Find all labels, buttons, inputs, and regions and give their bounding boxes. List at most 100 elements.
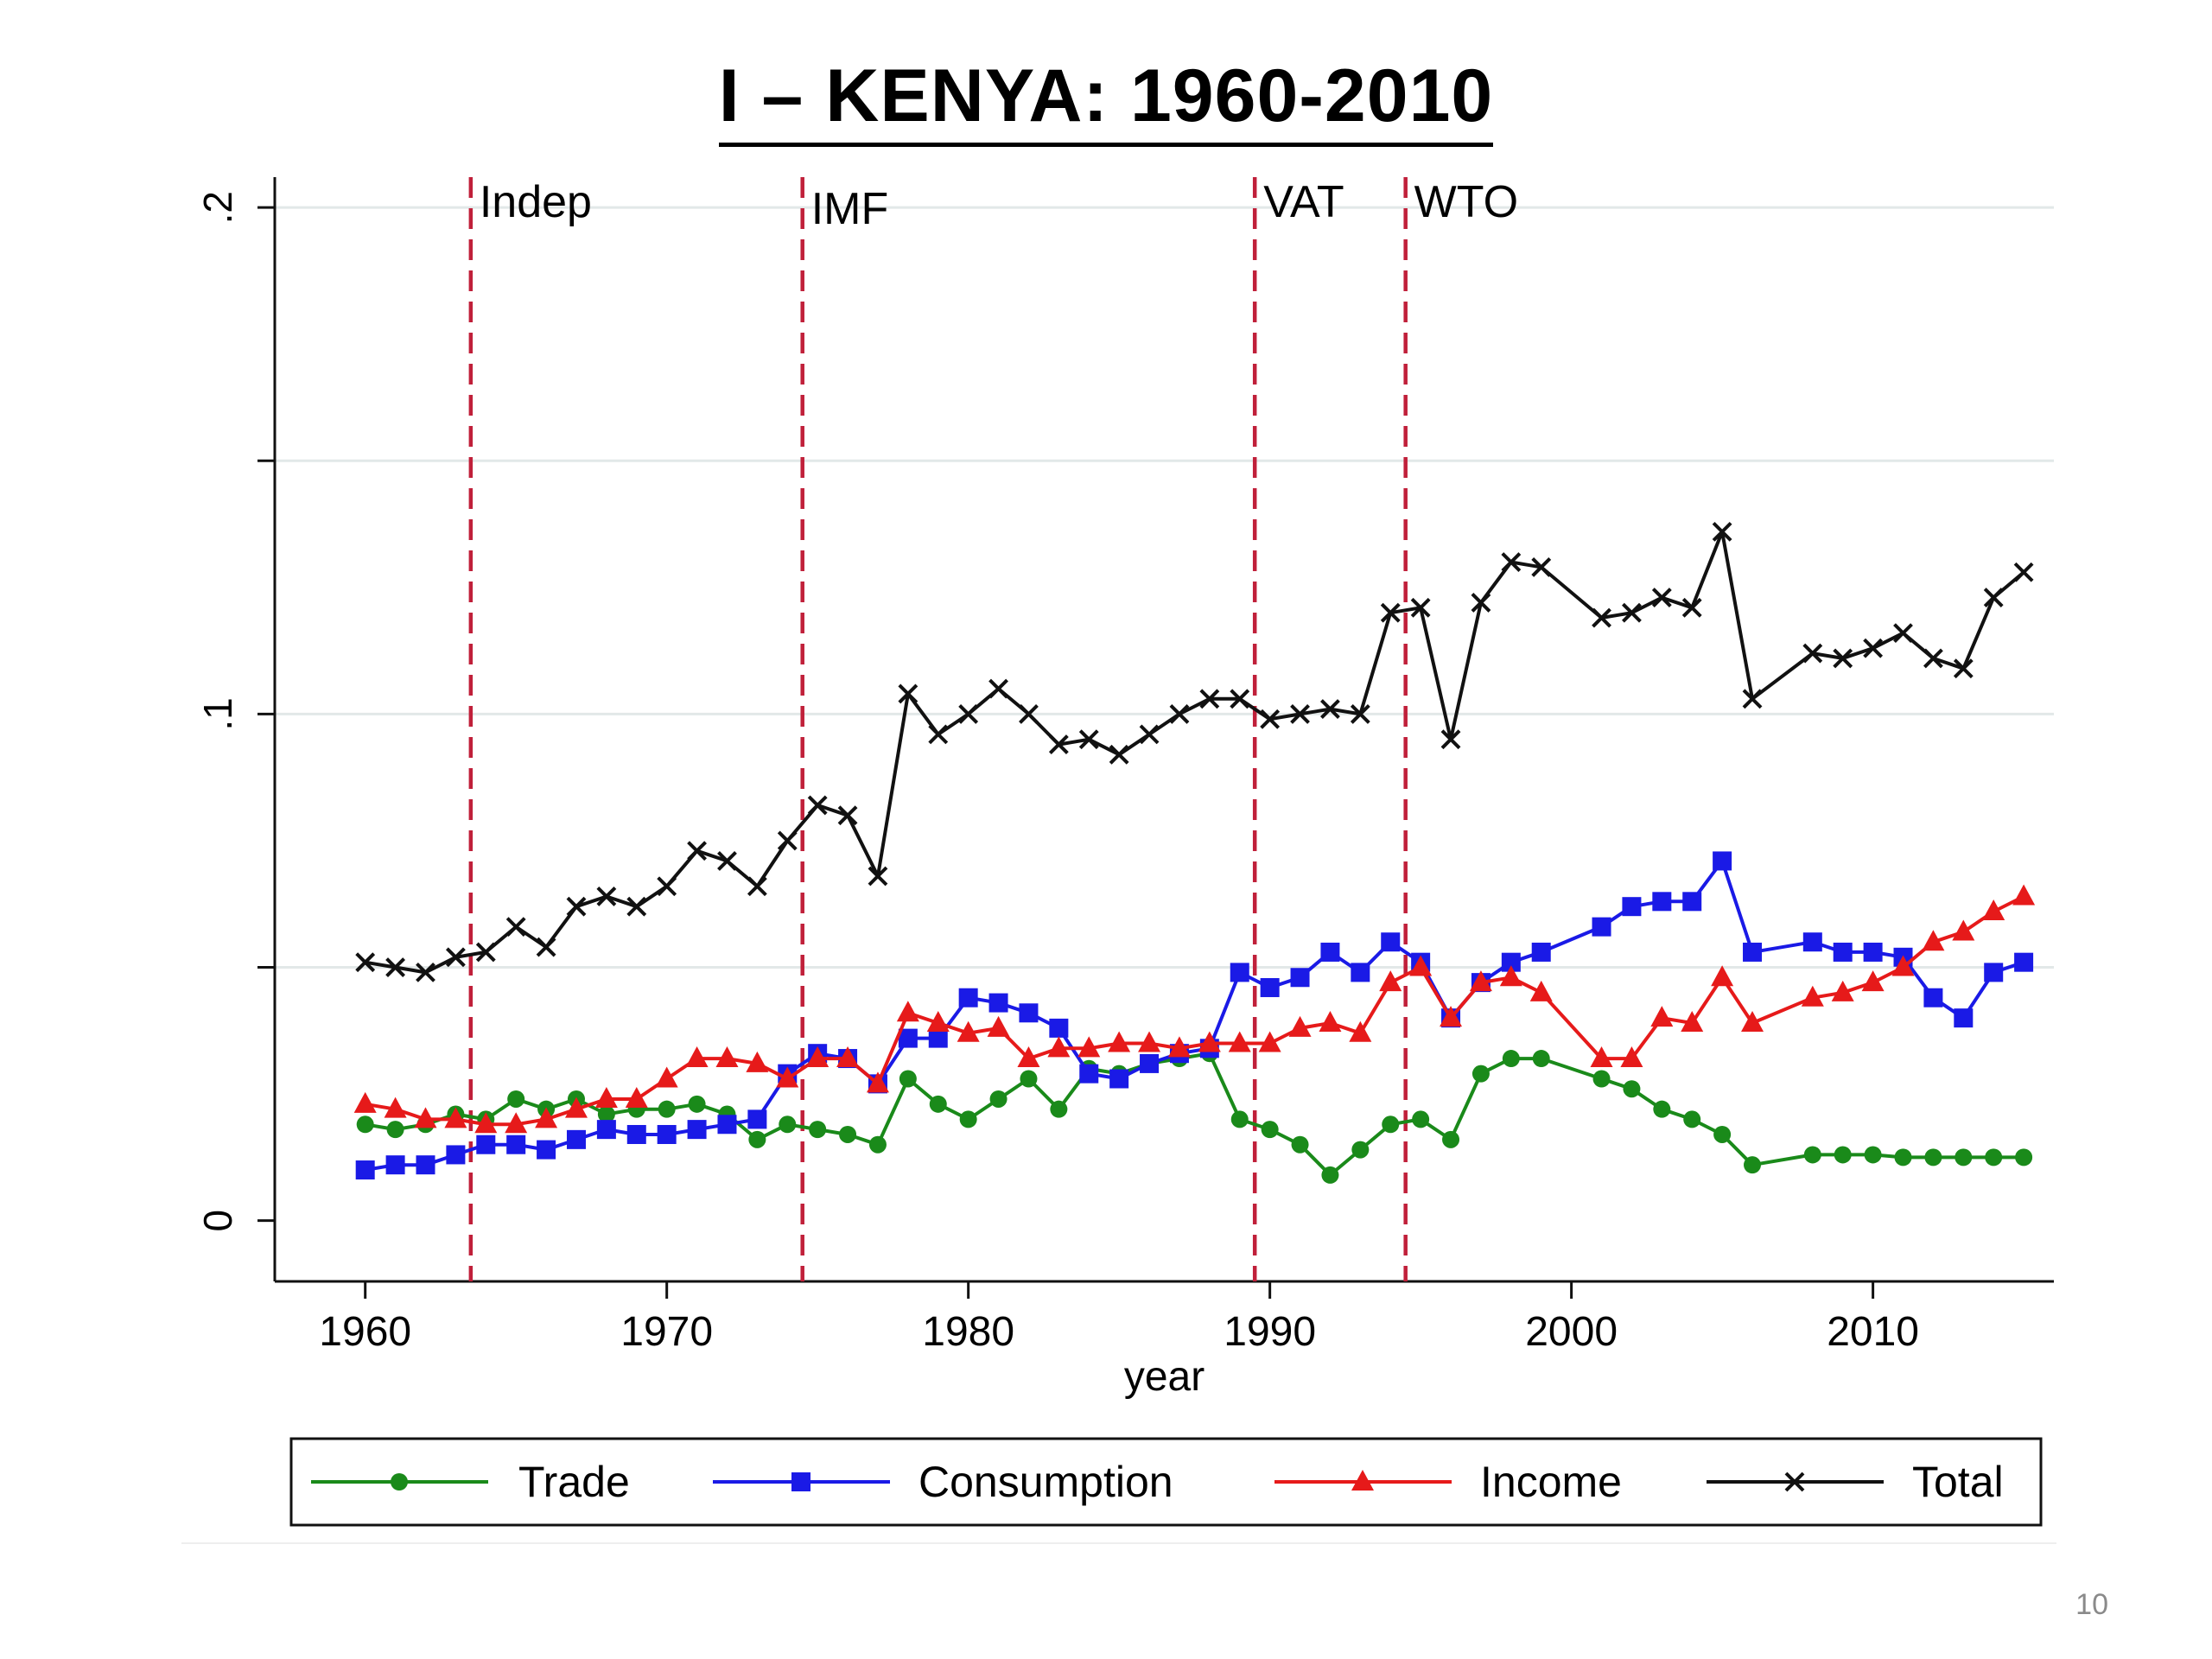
x-tick-label-5: 2010 (1827, 1309, 1919, 1355)
point-income-2008 (1801, 985, 1824, 1007)
point-income-1967 (564, 1096, 588, 1118)
point-total-1964 (475, 942, 496, 963)
point-income-1964 (474, 1112, 498, 1134)
point-consumption-2003 (1652, 892, 1672, 912)
point-income-1982 (1017, 1046, 1040, 1068)
point-income-1972 (715, 1046, 739, 1068)
x-tick-label-4: 2000 (1525, 1309, 1618, 1355)
point-consumption-1981 (988, 993, 1008, 1013)
point-consumption-1964 (476, 1135, 496, 1154)
point-trade-1999 (1532, 1050, 1550, 1068)
point-total-1972 (717, 851, 737, 871)
point-consumption-2015 (2014, 952, 2034, 972)
point-income-1985 (1108, 1031, 1131, 1052)
point-income-1988 (1198, 1031, 1221, 1052)
point-trade-2014 (1985, 1148, 2003, 1166)
point-consumption-2008 (1802, 932, 1822, 952)
point-trade-1989 (1230, 1110, 1249, 1128)
point-total-2006 (1742, 689, 1763, 709)
x-axis-title: year (1124, 1354, 1205, 1400)
point-consumption-1998 (1501, 952, 1521, 972)
point-total-1994 (1380, 602, 1401, 623)
point-trade-1983 (1050, 1100, 1068, 1118)
point-consumption-1970 (657, 1124, 677, 1144)
series-trade (356, 1045, 2033, 1184)
point-income-1978 (896, 1001, 919, 1022)
point-trade-1981 (989, 1090, 1007, 1108)
point-income-1960 (353, 1091, 377, 1113)
point-total-1978 (898, 683, 918, 704)
point-consumption-2002 (1622, 897, 1642, 917)
point-income-1984 (1077, 1036, 1101, 1058)
point-income-2012 (1922, 930, 1945, 951)
point-consumption-1962 (416, 1155, 435, 1175)
point-total-2004 (1681, 597, 1702, 618)
point-income-1981 (987, 1015, 1010, 1037)
point-trade-2006 (1744, 1156, 1762, 1174)
point-total-2001 (1592, 607, 1611, 628)
point-total-2009 (1833, 648, 1853, 669)
event-label-indep: Indep (480, 177, 592, 227)
point-consumption-2014 (1984, 963, 2004, 982)
point-consumption-1963 (446, 1145, 466, 1165)
legend-item-trade: Trade (311, 1458, 630, 1506)
slide-title-text: I – KENYA: 1960-2010 (718, 54, 1494, 147)
point-total-1975 (807, 795, 828, 816)
point-total-2011 (1893, 623, 1913, 644)
point-trade-2010 (1864, 1146, 1882, 1164)
point-consumption-2010 (1863, 942, 1883, 962)
point-consumption-1982 (1019, 1003, 1039, 1023)
point-trade-1980 (959, 1110, 977, 1128)
point-trade-1995 (1412, 1110, 1430, 1128)
point-income-1992 (1319, 1011, 1342, 1033)
event-label-wto: WTO (1414, 177, 1518, 227)
point-total-1985 (1109, 744, 1129, 765)
point-income-1999 (1529, 980, 1553, 1001)
event-label-vat: VAT (1263, 177, 1344, 227)
point-total-1961 (385, 957, 406, 977)
point-income-2005 (1711, 965, 1734, 987)
point-income-2013 (1952, 919, 1975, 941)
point-total-1967 (566, 896, 587, 917)
point-income-1977 (866, 1071, 889, 1093)
x-tick-label-0: 1960 (319, 1309, 411, 1355)
point-income-2004 (1681, 1011, 1704, 1033)
point-total-2012 (1923, 648, 1943, 669)
point-income-2015 (2012, 884, 2036, 906)
point-total-1980 (958, 703, 979, 724)
point-consumption-1979 (928, 1028, 948, 1048)
point-income-1991 (1288, 1015, 1312, 1037)
legend: Trade Consumption Income Total (289, 1437, 2043, 1527)
point-trade-1990 (1261, 1121, 1279, 1139)
x-tick-label-2: 1980 (922, 1309, 1014, 1355)
point-income-1971 (685, 1046, 709, 1068)
point-income-1974 (776, 1066, 799, 1088)
point-total-2013 (1953, 658, 1974, 679)
legend-marker-trade (391, 1473, 408, 1491)
point-total-1962 (416, 962, 435, 982)
point-consumption-1989 (1230, 963, 1249, 982)
point-consumption-2013 (1954, 1008, 1974, 1028)
slide-title: I – KENYA: 1960-2010 (0, 54, 2212, 147)
point-income-1969 (625, 1086, 648, 1108)
point-total-1968 (596, 887, 617, 906)
point-trade-2004 (1683, 1110, 1701, 1128)
point-income-1989 (1228, 1031, 1251, 1052)
point-total-1977 (868, 866, 888, 887)
point-consumption-1973 (747, 1109, 767, 1129)
point-total-2005 (1712, 521, 1732, 542)
point-trade-2005 (1713, 1125, 1732, 1143)
point-consumption-1980 (958, 988, 978, 1007)
point-trade-2008 (1803, 1146, 1821, 1164)
point-income-2001 (1590, 1046, 1613, 1068)
point-total-1989 (1230, 689, 1250, 709)
point-total-1979 (928, 724, 949, 745)
legend-label-trade: Trade (518, 1458, 630, 1506)
point-consumption-1983 (1049, 1018, 1069, 1038)
point-consumption-1965 (506, 1135, 526, 1154)
point-income-1979 (926, 1011, 950, 1033)
point-total-2008 (1802, 643, 1823, 664)
point-trade-1978 (899, 1070, 917, 1088)
point-consumption-1991 (1290, 968, 1310, 988)
